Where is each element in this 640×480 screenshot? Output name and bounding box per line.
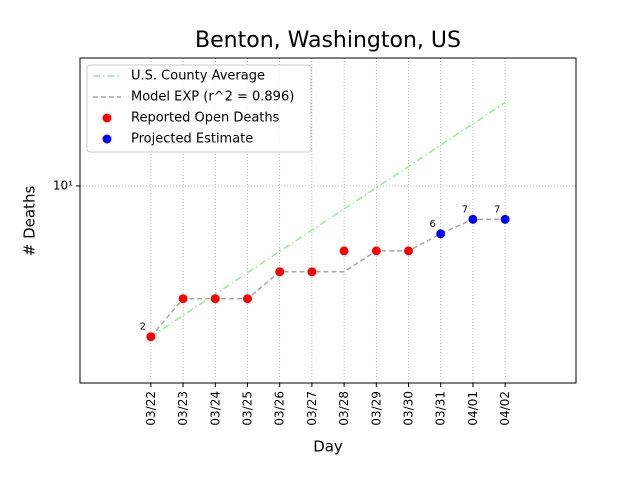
plot-frame (79, 57, 577, 384)
data-point (210, 294, 220, 304)
data-point (146, 332, 156, 342)
x-tick-label: 03/26 (273, 391, 287, 426)
data-label: 7 (462, 204, 468, 215)
x-tick-label: 03/29 (369, 391, 383, 426)
data-point (242, 294, 252, 304)
x-tick-label: 03/27 (305, 391, 319, 426)
series-line (150, 101, 506, 338)
data-label: 7 (494, 204, 500, 215)
x-tick-label: 03/23 (176, 391, 190, 426)
legend-swatch (102, 113, 112, 123)
x-tick-label: 04/02 (498, 391, 512, 426)
data-point (404, 246, 414, 256)
data-point (500, 214, 510, 224)
x-axis-label: Day (313, 438, 343, 456)
legend-label: U.S. County Average (131, 69, 265, 84)
legend-label: Projected Estimate (131, 132, 253, 147)
legend-box (86, 64, 312, 153)
data-point (275, 267, 285, 277)
series-line (150, 218, 506, 338)
legend-label: Model EXP (r^2 = 0.896) (131, 90, 294, 105)
y-tick-label: 10¹ (53, 178, 73, 192)
chart-title: Benton, Washington, US (195, 28, 461, 53)
x-tick-label: 03/28 (337, 391, 351, 426)
data-point (178, 294, 188, 304)
x-tick-label: 03/24 (208, 391, 222, 426)
y-axis-label: # Deaths (21, 186, 39, 257)
data-point (307, 267, 317, 277)
x-tick-label: 04/01 (466, 391, 480, 426)
data-point (339, 246, 349, 256)
data-label: 6 (430, 219, 436, 230)
x-tick-label: 03/22 (144, 391, 158, 426)
data-point (436, 229, 446, 239)
data-point (468, 214, 478, 224)
x-tick-label: 03/25 (240, 391, 254, 426)
data-label: 2 (140, 322, 146, 333)
x-tick-label: 03/30 (402, 391, 416, 426)
legend-label: Reported Open Deaths (131, 111, 280, 126)
legend-swatch (102, 134, 112, 144)
x-tick-label: 03/31 (434, 391, 448, 426)
data-point (371, 246, 381, 256)
